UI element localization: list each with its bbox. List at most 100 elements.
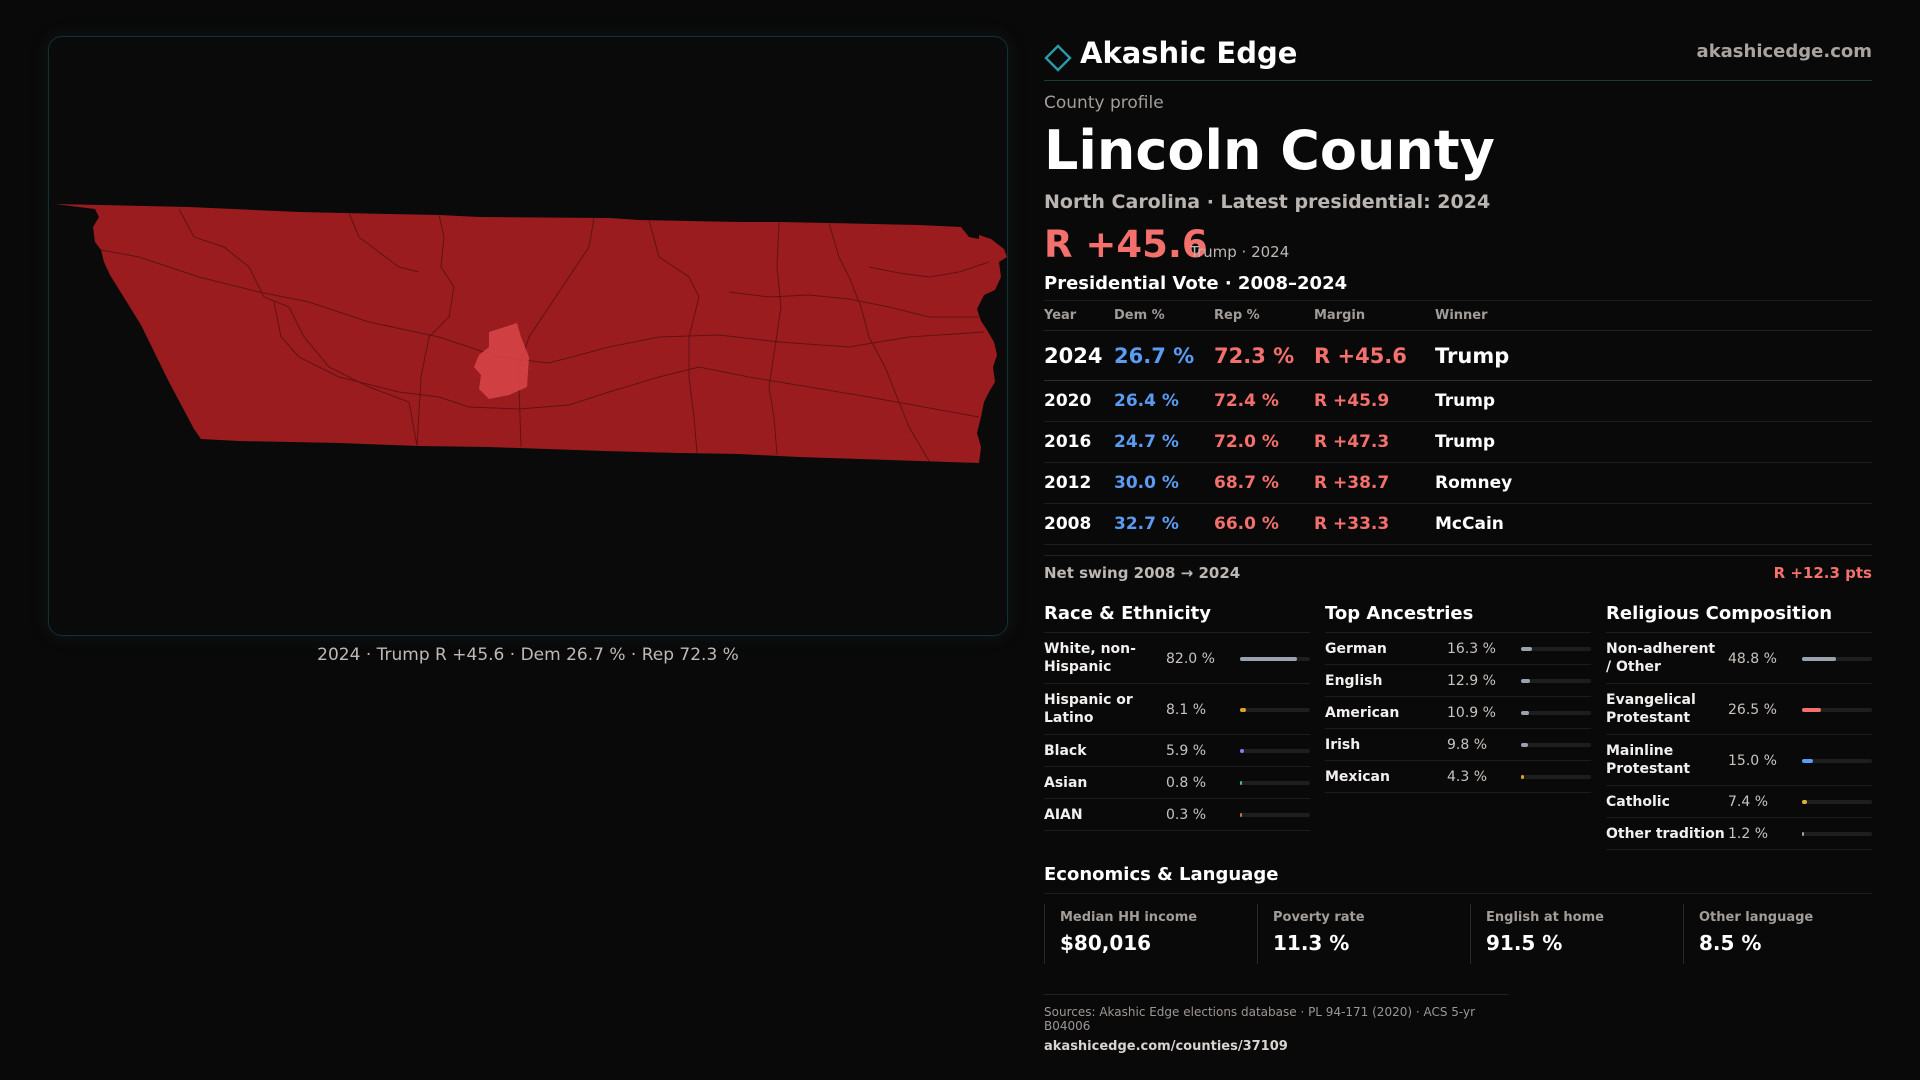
demographic-percent: 10.9 % [1447, 705, 1496, 721]
headline-note: Trump · 2024 [1190, 243, 1290, 261]
cell-rep: 66.0 % [1214, 503, 1314, 545]
county-permalink[interactable]: akashicedge.com/counties/37109 [1044, 1039, 1288, 1054]
share-bar-fill [1240, 749, 1244, 753]
demographic-row: Hispanic or Latino 8.1 % [1044, 684, 1310, 735]
cell-rep: 72.4 % [1214, 380, 1314, 422]
demographic-percent: 48.8 % [1728, 651, 1777, 667]
diamond-icon [1044, 44, 1072, 72]
share-bar-track [1521, 775, 1591, 779]
demographic-label: Irish [1325, 737, 1361, 753]
stat-label: English at home [1486, 910, 1604, 925]
column-header-rep: Rep % [1214, 300, 1314, 331]
demographic-percent: 26.5 % [1728, 702, 1777, 718]
stat-card-median-income: Median HH income $80,016 [1044, 904, 1234, 964]
stat-label: Poverty rate [1273, 910, 1365, 925]
race-ethnicity-panel: Race & Ethnicity White, non-Hispanic 82.0… [1044, 603, 1310, 831]
cell-dem: 26.4 % [1114, 380, 1214, 422]
share-bar-track [1521, 647, 1591, 651]
cell-winner: Trump [1435, 330, 1872, 381]
stat-card-poverty-rate: Poverty rate 11.3 % [1257, 904, 1447, 964]
table-row: 2024 26.7 % 72.3 % R +45.6 Trump [1044, 330, 1872, 381]
cell-year: 2016 [1044, 421, 1114, 463]
headline-result: R +45.6 Trump · 2024 [1044, 223, 1872, 266]
county-map[interactable] [48, 36, 1008, 636]
demographic-percent: 7.4 % [1728, 794, 1769, 810]
demographic-row: Irish 9.8 % [1325, 729, 1591, 761]
demographic-percent: 8.1 % [1166, 702, 1207, 718]
share-bar-track [1802, 657, 1872, 661]
demographic-row: Catholic 7.4 % [1606, 786, 1872, 818]
cell-winner: Trump [1435, 380, 1872, 422]
column-header-dem: Dem % [1114, 300, 1214, 331]
share-bar-fill [1802, 759, 1813, 763]
sources-footer: Sources: Akashic Edge elections database… [1044, 994, 1508, 1054]
demographic-percent: 0.3 % [1166, 807, 1207, 823]
cell-margin: R +45.9 [1314, 380, 1435, 422]
share-bar-track [1802, 832, 1872, 836]
demographic-percent: 15.0 % [1728, 753, 1777, 769]
demographic-label: Evangelical Protestant [1606, 692, 1696, 726]
demographic-label: White, non-Hispanic [1044, 641, 1136, 675]
cell-year: 2012 [1044, 462, 1114, 504]
religion-title: Religious Composition [1606, 603, 1872, 633]
demographic-row: German 16.3 % [1325, 633, 1591, 665]
share-bar-track [1240, 781, 1310, 785]
cell-rep: 72.3 % [1214, 330, 1314, 381]
share-bar-track [1802, 800, 1872, 804]
column-header-margin: Margin [1314, 300, 1435, 331]
ancestry-title: Top Ancestries [1325, 603, 1591, 633]
demographic-label: Catholic [1606, 794, 1670, 810]
race-ethnicity-title: Race & Ethnicity [1044, 603, 1310, 633]
demographic-label: German [1325, 641, 1387, 657]
highlighted-precinct[interactable] [474, 323, 529, 399]
economics-cards: Median HH income $80,016 Poverty rate 11… [1044, 904, 1872, 974]
demographic-row: American 10.9 % [1325, 697, 1591, 729]
demographic-percent: 0.8 % [1166, 775, 1207, 791]
brand-header: Akashic Edge akashicedge.com [1044, 36, 1872, 81]
share-bar-fill [1240, 657, 1297, 661]
page-title: Lincoln County [1044, 119, 1495, 182]
economics-section: Economics & Language Median HH income $8… [1044, 864, 1872, 974]
share-bar-fill [1802, 800, 1807, 804]
share-bar-fill [1240, 813, 1242, 817]
column-header-winner: Winner [1435, 300, 1872, 331]
eyebrow-label: County profile [1044, 93, 1164, 113]
share-bar-track [1521, 711, 1591, 715]
stat-value: 91.5 % [1486, 931, 1563, 955]
cell-year: 2020 [1044, 380, 1114, 422]
demographic-percent: 82.0 % [1166, 651, 1215, 667]
share-bar-track [1240, 749, 1310, 753]
cell-year: 2008 [1044, 503, 1114, 545]
brand-url-link[interactable]: akashicedge.com [1696, 41, 1872, 62]
cell-dem: 26.7 % [1114, 330, 1214, 381]
stat-value: $80,016 [1060, 931, 1152, 955]
demographic-percent: 16.3 % [1447, 641, 1496, 657]
net-swing-label: Net swing 2008 → 2024 [1044, 564, 1241, 582]
demographic-row: Black 5.9 % [1044, 735, 1310, 767]
cell-year: 2024 [1044, 330, 1114, 381]
share-bar-track [1521, 743, 1591, 747]
stat-value: 8.5 % [1699, 931, 1762, 955]
stat-label: Other language [1699, 910, 1814, 925]
religion-panel: Religious Composition Non-adherent / Oth… [1606, 603, 1872, 850]
cell-margin: R +33.3 [1314, 503, 1435, 545]
share-bar-fill [1521, 679, 1530, 683]
ancestry-list: German 16.3 % English 12.9 % American 10.9 % I… [1325, 633, 1591, 793]
county-map-svg [55, 204, 1007, 463]
demographics-section: Race & Ethnicity White, non-Hispanic 82.0… [1044, 603, 1872, 893]
demographic-row: Asian 0.8 % [1044, 767, 1310, 799]
demographic-label: Black [1044, 743, 1087, 759]
brand-name: Akashic Edge [1080, 36, 1298, 70]
net-swing-row: Net swing 2008 → 2024 R +12.3 pts [1044, 555, 1872, 583]
demographic-label: English [1325, 673, 1383, 689]
demographic-label: Non-adherent / Other [1606, 641, 1716, 675]
table-row: 2020 26.4 % 72.4 % R +45.9 Trump [1044, 380, 1872, 422]
share-bar-fill [1521, 743, 1528, 747]
demographic-row: Non-adherent / Other 48.8 % [1606, 633, 1872, 684]
stat-value: 11.3 % [1273, 931, 1350, 955]
cell-rep: 72.0 % [1214, 421, 1314, 463]
share-bar-fill [1240, 708, 1246, 712]
column-header-year: Year [1044, 300, 1114, 331]
share-bar-fill [1802, 708, 1821, 712]
cell-margin: R +47.3 [1314, 421, 1435, 463]
